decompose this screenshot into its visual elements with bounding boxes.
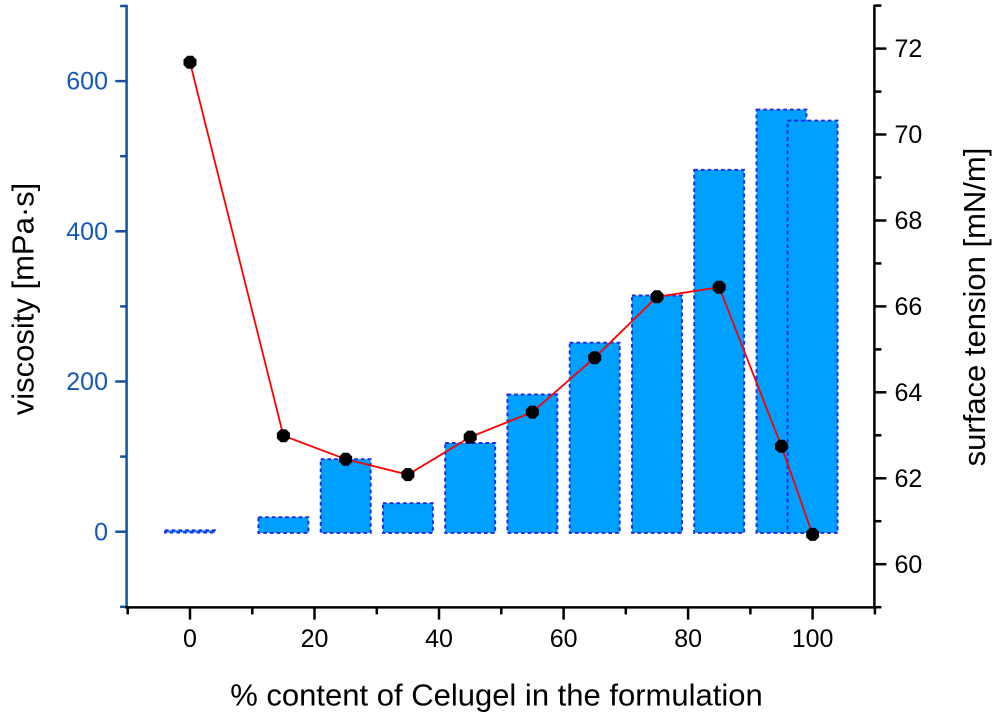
svg-text:% content of Celugel in the fo: % content of Celugel in the formulation (230, 677, 762, 712)
svg-text:64: 64 (895, 379, 923, 407)
svg-text:0: 0 (183, 625, 197, 653)
svg-text:72: 72 (895, 35, 923, 63)
svg-text:70: 70 (895, 121, 923, 149)
svg-text:200: 200 (66, 368, 108, 396)
svg-text:100: 100 (792, 625, 834, 653)
svg-text:600: 600 (66, 68, 108, 96)
svg-text:viscosity [mPa·s]: viscosity [mPa·s] (6, 183, 41, 416)
svg-text:40: 40 (425, 625, 453, 653)
svg-text:20: 20 (301, 625, 329, 653)
svg-text:0: 0 (94, 518, 108, 546)
svg-text:60: 60 (895, 551, 923, 579)
svg-text:62: 62 (895, 465, 923, 493)
svg-text:80: 80 (674, 625, 702, 653)
svg-text:60: 60 (550, 625, 578, 653)
svg-text:400: 400 (66, 218, 108, 246)
svg-text:66: 66 (895, 293, 923, 321)
svg-text:surface tension [mN/m]: surface tension [mN/m] (957, 148, 992, 467)
svg-text:68: 68 (895, 207, 923, 235)
